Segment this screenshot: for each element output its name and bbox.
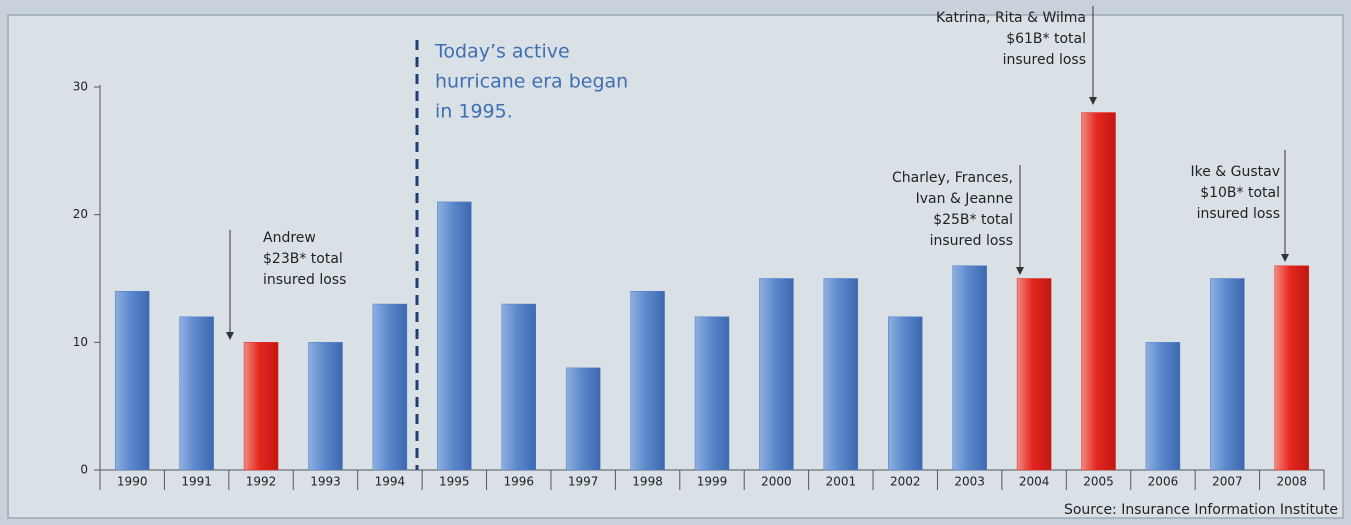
- x-tick-label: 1996: [503, 475, 534, 489]
- x-tick-label: 1992: [246, 475, 277, 489]
- bar: [759, 279, 793, 471]
- x-tick-label: 2002: [890, 475, 921, 489]
- x-tick-label: 1991: [181, 475, 212, 489]
- annotation: Ivan & Jeanne: [916, 191, 1013, 207]
- annotation: insured loss: [1197, 206, 1280, 222]
- era-note: Today’s active: [434, 41, 570, 63]
- bar: [695, 317, 729, 470]
- x-tick-label: 1998: [632, 475, 663, 489]
- chart: Source: Insurance Information Institute …: [0, 0, 1351, 525]
- bar: [631, 291, 665, 470]
- bar: [1210, 279, 1244, 471]
- bar: [180, 317, 214, 470]
- annotation: insured loss: [263, 272, 346, 288]
- annotation: Katrina, Rita & Wilma: [936, 10, 1086, 26]
- annotation: insured loss: [930, 233, 1013, 249]
- x-tick-label: 2000: [761, 475, 792, 489]
- annotation: Charley, Frances,: [892, 170, 1013, 186]
- source: Source: Insurance Information Institute: [1064, 502, 1338, 518]
- annotation: insured loss: [1003, 52, 1086, 68]
- annotation: Andrew: [263, 230, 316, 246]
- bar: [373, 304, 407, 470]
- annotation: $61B* total: [1006, 31, 1086, 47]
- annotation: $25B* total: [933, 212, 1013, 228]
- bar: [437, 202, 471, 470]
- y-tick-label: 30: [73, 80, 88, 94]
- bar: [1082, 113, 1116, 470]
- x-tick-label: 2008: [1277, 475, 1308, 489]
- x-tick-label: 2003: [954, 475, 985, 489]
- annotation: Ike & Gustav: [1190, 164, 1280, 180]
- x-tick-label: 1997: [568, 475, 599, 489]
- bar: [1275, 266, 1309, 470]
- annotation: $23B* total: [263, 251, 343, 267]
- x-tick-label: 2001: [826, 475, 857, 489]
- x-tick-label: 1999: [697, 475, 728, 489]
- y-tick-label: 10: [73, 335, 88, 349]
- y-tick-label: 0: [80, 463, 88, 477]
- x-tick-label: 2004: [1019, 475, 1050, 489]
- x-tick-label: 1990: [117, 475, 148, 489]
- y-tick-label: 20: [73, 207, 88, 221]
- era-note: hurricane era began: [435, 71, 628, 93]
- bar: [953, 266, 987, 470]
- x-tick-label: 2005: [1083, 475, 1114, 489]
- bar: [888, 317, 922, 470]
- x-tick-label: 1994: [375, 475, 406, 489]
- bar: [566, 368, 600, 470]
- bar: [1146, 342, 1180, 470]
- x-tick-label: 2006: [1148, 475, 1179, 489]
- annotation: $10B* total: [1200, 185, 1280, 201]
- bar: [824, 279, 858, 471]
- bar: [502, 304, 536, 470]
- x-tick-label: 1993: [310, 475, 341, 489]
- bar: [1017, 279, 1051, 471]
- x-tick-label: 1995: [439, 475, 470, 489]
- era-note: in 1995.: [435, 101, 513, 123]
- bar: [244, 342, 278, 470]
- bar: [308, 342, 342, 470]
- x-tick-label: 2007: [1212, 475, 1243, 489]
- bar: [115, 291, 149, 470]
